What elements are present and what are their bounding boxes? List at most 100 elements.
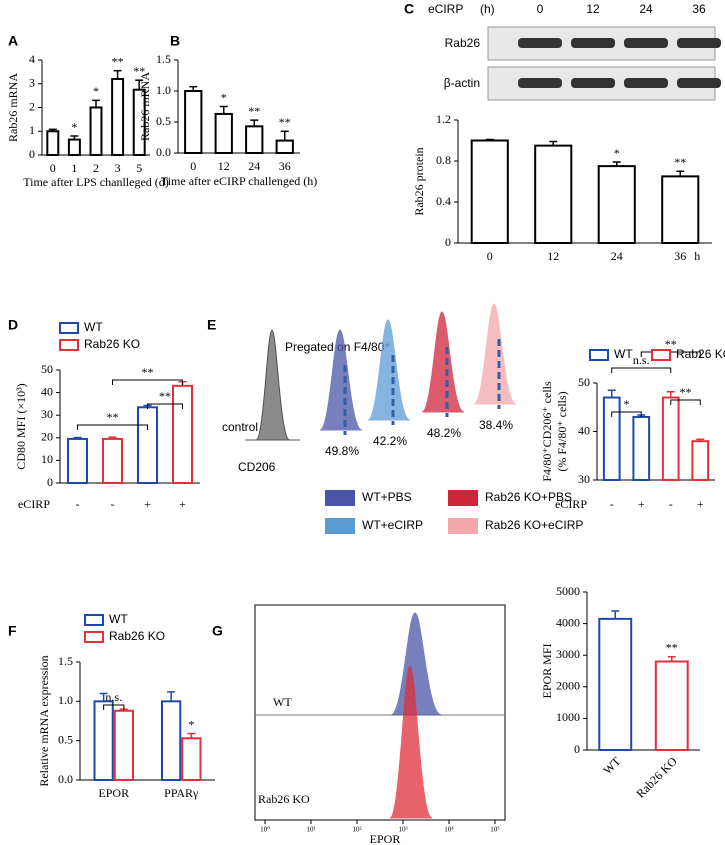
histogram-peak [390,612,442,716]
bracket-label: ** [159,389,171,403]
gate-percent: 49.8% [325,444,359,458]
blot-band [518,38,562,48]
y-tick-label: 0.0 [156,145,171,159]
y-tick-label: 1.0 [156,83,171,97]
bar [470,139,509,244]
legend-swatch [325,518,355,534]
y-tick-label: 5000 [556,584,580,598]
x-tick-label: 2 [93,161,99,175]
legend-label: Rab26 KO+eCIRP [485,518,583,532]
legend-swatch [448,490,478,506]
y-axis-label: Rab26 mRNA [138,72,152,141]
y-axis-label: (% F4/80⁺ cells) [555,391,569,471]
x-tick-label: 10³ [398,826,407,834]
y-tick-label: 0.5 [156,114,171,128]
x-axis-label: Time after eCIRP challenged (h) [161,174,317,188]
legend-swatch [589,349,609,361]
gate-percent: 48.2% [427,426,461,440]
y-tick-label: 1000 [556,710,580,724]
legend-label: Rab26 KO [84,337,140,351]
bar [67,437,88,484]
y-tick-label: 0 [47,475,53,489]
y-tick-label: 3000 [556,647,580,661]
x-tick-label: 24 [611,249,623,263]
bar [661,175,700,244]
significance: ** [133,64,145,78]
y-tick-label: 1.5 [156,52,171,66]
bar [245,125,264,154]
x-tick-label: PPARγ [164,786,199,800]
histogram-peak [367,319,411,421]
legend-swatch [59,322,79,334]
x-tick-label: EPOR [98,786,129,800]
bar [102,437,123,484]
blot-band [518,78,562,88]
significance: ** [248,104,260,118]
row-label: Rab26 [445,36,481,50]
bar [93,700,114,781]
blot-band [571,78,615,88]
y-axis-label: F4/80⁺CD206⁺ cells [540,381,554,482]
x-axis-unit: h [694,249,700,263]
y-tick-label: 1 [29,123,35,137]
lane-label: 24 [639,2,653,16]
y-tick-label: 0 [445,235,451,249]
legend-swatch [84,631,104,643]
x-axis-label: EPOR [370,832,401,845]
bar [111,78,125,156]
y-tick-label: 40 [578,423,590,437]
y-tick-label: 20 [41,430,53,444]
x-tick-label: 10¹ [306,826,315,834]
significance: ** [674,155,686,169]
x-tick-label: Rab26 KO [633,754,680,801]
y-tick-label: 0.5 [58,732,73,746]
bar [89,106,103,156]
gate-percent: 38.4% [479,418,513,432]
series-label: Rab26 KO [258,792,310,806]
y-tick-label: 0.8 [436,153,451,167]
control-peak [255,329,291,441]
bracket-label: ** [680,385,692,399]
x-tick-label: 3 [115,161,121,175]
x-tick-label: - [610,497,614,511]
panel-letter: E [207,317,216,333]
y-tick-label: 0.0 [58,772,73,786]
significance: ** [666,641,678,655]
bar [46,130,60,156]
y-tick-label: 2000 [556,679,580,693]
significance: * [93,84,99,98]
row-label: eCIRP [555,497,587,511]
bracket-label: n.s. [105,690,122,704]
x-tick-label: 1 [71,161,77,175]
bar [632,415,651,482]
row-label: β-actin [444,76,480,90]
gate-percent: 42.2% [373,434,407,448]
x-tick-label: 36 [279,159,291,173]
significance-bracket [112,379,183,385]
significance: ** [279,115,291,129]
x-tick-label: 10⁰ [260,826,270,834]
x-tick-label: 10⁴ [444,826,454,834]
histogram-peak [319,329,363,431]
blot-band [677,78,721,88]
bar [597,165,636,244]
x-tick-label: - [76,497,80,511]
y-axis-label: EPOR MFI [540,643,554,698]
y-tick-label: 1.5 [58,654,73,668]
y-tick-label: 30 [41,407,53,421]
bar [113,709,134,781]
y-tick-label: 40 [41,384,53,398]
legend-label: WT [84,320,103,334]
significance-bracket [670,399,701,405]
legend-swatch [84,614,104,626]
y-tick-label: 30 [578,472,590,486]
y-axis-label: Relative mRNA expression [37,655,51,786]
bar [67,138,81,156]
lane-label: 36 [692,2,706,16]
panel-letter: D [8,317,18,333]
x-tick-label: 10⁵ [490,826,500,834]
x-tick-label: + [179,497,186,511]
y-tick-label: 2 [29,99,35,113]
panel-letter: C [404,1,414,17]
